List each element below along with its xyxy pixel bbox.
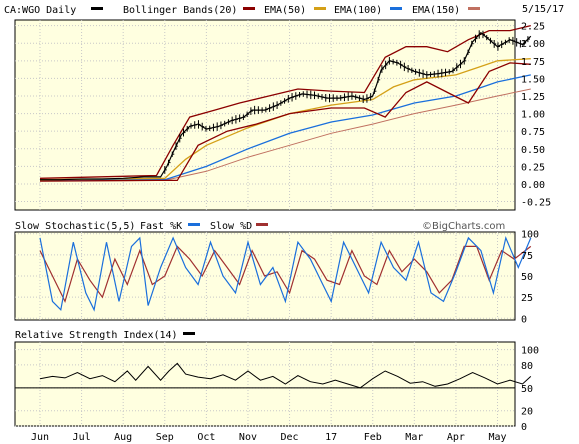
y-tick-label: 1.25: [521, 92, 545, 103]
legend-ema150-swatch: [468, 7, 480, 10]
ema100-line: [40, 74, 531, 181]
price-panel-frame: [14, 19, 516, 211]
x-tick-label: 17: [325, 432, 337, 443]
price-line: [40, 31, 532, 181]
x-tick-label: Sep: [156, 432, 174, 443]
stochastic-y-axis: 100 75 50 25 0: [521, 230, 539, 326]
y-tick-label: 50: [521, 272, 533, 283]
legend-symbol: CA:WGO Daily: [4, 5, 76, 16]
x-tick-label: Jul: [73, 432, 91, 443]
legend-ema100: EMA(100): [334, 5, 382, 16]
ema50-line: [39, 58, 531, 181]
price-series: [39, 24, 532, 182]
rsi-panel: 100 80 50 20 0 Relative Strength Index(14): [14, 330, 539, 433]
price-panel: 2.25 2.00 1.75 1.50 1.25 1.00 0.75 0.50 0.25 0.00…: [4, 4, 564, 211]
y-tick-label: 1.00: [521, 110, 545, 121]
bollinger-lower-line: [39, 62, 531, 182]
x-axis-labels: Jun Jul Aug Sep Oct Nov Dec 17 Feb Mar Apr May: [31, 432, 507, 443]
x-tick-label: Dec: [281, 432, 299, 443]
price-gridlines: [15, 20, 515, 210]
legend-bollinger: Bollinger Bands(20): [123, 5, 237, 16]
y-tick-label: 20: [521, 407, 533, 418]
legend-ema50-swatch: [314, 7, 326, 10]
y-tick-label: 100: [521, 346, 539, 357]
y-tick-label: 0: [521, 422, 527, 433]
x-tick-label: Mar: [405, 432, 423, 443]
x-tick-label: Apr: [447, 432, 465, 443]
legend-ema100-swatch: [390, 7, 402, 10]
rsi-line: [39, 362, 532, 389]
legend-symbol-swatch: [91, 7, 103, 10]
stochastic-series: [39, 235, 532, 312]
legend-bollinger-swatch: [243, 7, 255, 10]
rsi-y-axis: 100 80 50 20 0: [521, 346, 539, 433]
legend-fastk-swatch: [188, 223, 200, 226]
y-tick-label: 80: [521, 361, 533, 372]
y-tick-label: 1.50: [521, 74, 545, 85]
slowd-line: [39, 245, 532, 304]
y-tick-label: 25: [521, 293, 533, 304]
legend-slowd-swatch: [256, 223, 268, 226]
rsi-panel-frame: [14, 341, 516, 427]
y-tick-label: 2.00: [521, 39, 545, 50]
fastk-line: [39, 235, 532, 312]
y-tick-label: 0.50: [521, 145, 545, 156]
legend-slowd: Slow %D: [210, 221, 252, 232]
x-tick-label: Feb: [364, 432, 382, 443]
y-tick-label: 1.75: [521, 57, 545, 68]
bollinger-upper-line: [39, 24, 531, 179]
x-tick-label: May: [488, 432, 506, 443]
y-tick-label: 2.25: [521, 22, 545, 33]
y-tick-label: 75: [521, 251, 533, 262]
y-tick-label: -0.25: [521, 198, 551, 209]
price-y-axis: 2.25 2.00 1.75 1.50 1.25 1.00 0.75 0.50 0.25 0.00…: [521, 22, 551, 209]
legend-rsi-swatch: [183, 332, 195, 335]
x-tick-label: Aug: [114, 432, 132, 443]
y-tick-label: 0.00: [521, 180, 545, 191]
y-tick-label: 50: [521, 384, 533, 395]
rsi-title: Relative Strength Index(14): [15, 330, 178, 341]
y-tick-label: 0.75: [521, 127, 545, 138]
y-tick-label: 0: [521, 314, 527, 325]
legend-ema150: EMA(150): [412, 5, 460, 16]
legend-ema50: EMA(50): [264, 5, 306, 16]
rsi-series: [15, 362, 532, 389]
x-tick-label: Jun: [31, 432, 49, 443]
y-tick-label: 100: [521, 230, 539, 241]
price-legend: CA:WGO Daily Bollinger Bands(20) EMA(50)…: [4, 5, 480, 16]
legend-fastk: Fast %K: [140, 221, 182, 232]
chart-date: 5/15/17: [522, 4, 564, 15]
x-tick-label: Nov: [239, 432, 257, 443]
x-tick-label: Oct: [197, 432, 215, 443]
y-tick-label: 0.25: [521, 162, 545, 173]
stochastic-title: Slow Stochastic(5,5): [15, 221, 135, 232]
watermark: ©BigCharts.com: [422, 221, 505, 232]
